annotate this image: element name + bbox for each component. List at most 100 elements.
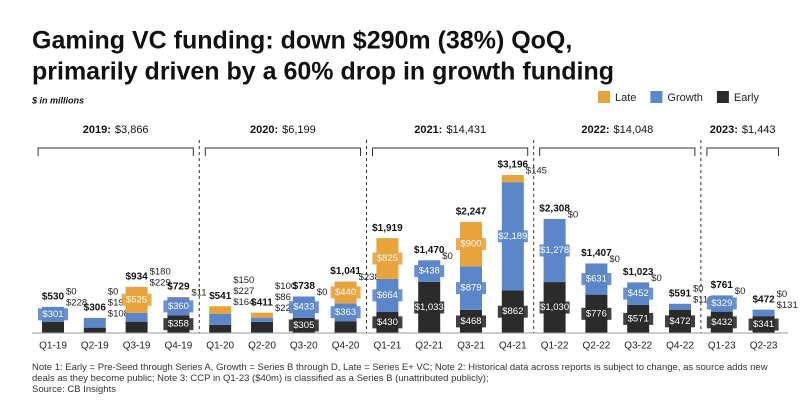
x-tick-label: Q4-20 [332,341,360,352]
value-label: $900 [460,239,481,250]
value-label: $1,033 [415,302,444,313]
bar-segment [83,317,106,328]
value-label: $119 [693,294,713,305]
value-label: $0 [651,273,662,284]
group-total: $6,199 [282,124,316,136]
group-bracket [204,147,361,156]
total-label: $411 [251,297,273,308]
value-label: $825 [377,253,398,264]
chart-title: Gaming VC funding: down $290m (38%) QoQ, [32,27,572,55]
x-tick-label: Q1-23 [708,341,736,352]
value-label: $360 [168,301,189,312]
value-label: $0 [442,251,453,262]
x-tick-label: Q2-20 [248,341,276,352]
bar-segment [501,175,524,183]
bar-segment [209,324,232,333]
chart: Gaming VC funding: down $290m (38%) QoQ,… [31,27,798,352]
total-label: $1,919 [372,223,403,234]
value-label: $0 [108,286,119,297]
legend-label: Early [734,92,760,104]
x-tick-label: Q2-23 [750,341,778,352]
value-label-bg [38,308,68,321]
source: Source: CB Insights [32,384,116,395]
x-tick-label: Q2-22 [583,341,611,352]
group-bracket [37,147,194,156]
value-label-bg [414,265,445,278]
subtitle: $ in millions [31,95,84,105]
group-total: $14,048 [614,124,654,136]
value-label-bg [456,315,486,328]
value-label: $631 [586,274,607,285]
x-tick-label: Q1-20 [206,341,234,352]
bar-segment [125,321,148,333]
total-label: $472 [752,294,775,305]
total-label: $591 [669,288,692,299]
value-label: $0 [66,286,77,297]
value-label: $879 [460,283,481,294]
value-label: $197 [108,297,129,308]
value-label: $0 [609,254,620,265]
value-label: $1,030 [540,302,569,313]
notes: Note 1: Early = Pre-Seed through Series … [32,362,772,395]
value-label: $305 [293,320,314,331]
total-label: $738 [293,281,316,292]
value-label: $150 [233,275,254,286]
total-label: $761 [711,280,734,291]
total-label: $541 [209,291,232,302]
value-label: $0 [735,286,746,297]
group-label: 2023: [710,124,738,136]
value-label: $341 [753,319,774,330]
group-bracket [706,147,779,156]
bar-segment [251,317,273,322]
value-label: $433 [293,302,314,313]
value-label: $145 [526,166,547,177]
value-label-bg [288,319,319,332]
legend-swatch [598,91,610,103]
value-label-bg [539,301,570,314]
value-label-bg [288,301,319,314]
total-label: $1,407 [581,248,612,259]
legend-label: Growth [667,92,702,104]
value-label-bg [497,230,528,243]
value-label-bg [539,244,570,257]
value-label: $0 [317,287,328,298]
group-label: 2019: [83,124,111,136]
value-label-bg [623,312,654,325]
total-label: $2,247 [456,207,487,218]
bar-segment [209,313,232,325]
group-label: 2021: [414,124,442,136]
value-label: $1,278 [540,245,569,256]
value-label: $468 [460,316,481,327]
value-label: $472 [669,316,690,327]
value-label: $100 [275,281,296,292]
value-label: $664 [377,290,398,301]
x-tick-label: Q3-20 [290,341,318,352]
value-label: $0 [777,289,788,300]
bar-segment [334,321,357,333]
value-label-bg [456,282,486,295]
value-label: $432 [711,317,732,328]
value-label: $438 [419,266,440,277]
bar-segment [251,321,273,333]
value-label-bg [623,287,654,300]
bar-segment [752,309,775,317]
value-label-bg [121,293,152,306]
value-label: $11 [191,287,206,298]
group-total: $14,431 [446,124,486,136]
x-tick-label: Q3-19 [123,341,151,352]
x-tick-label: Q1-22 [541,341,569,352]
legend-swatch [650,91,663,103]
total-label: $530 [42,291,65,302]
value-label: $131 [777,300,798,311]
group-bracket [539,147,696,156]
value-label: $452 [628,288,649,299]
value-label-bg [665,315,695,328]
note-text: Note 1: Early = Pre-Seed through Series … [32,362,768,384]
bar-segment [251,312,273,318]
value-label-bg [372,289,403,302]
x-tick-label: Q3-22 [624,341,652,352]
x-tick-label: Q4-22 [666,341,694,352]
total-label: $1,023 [623,267,654,278]
value-label: $164 [233,297,254,308]
